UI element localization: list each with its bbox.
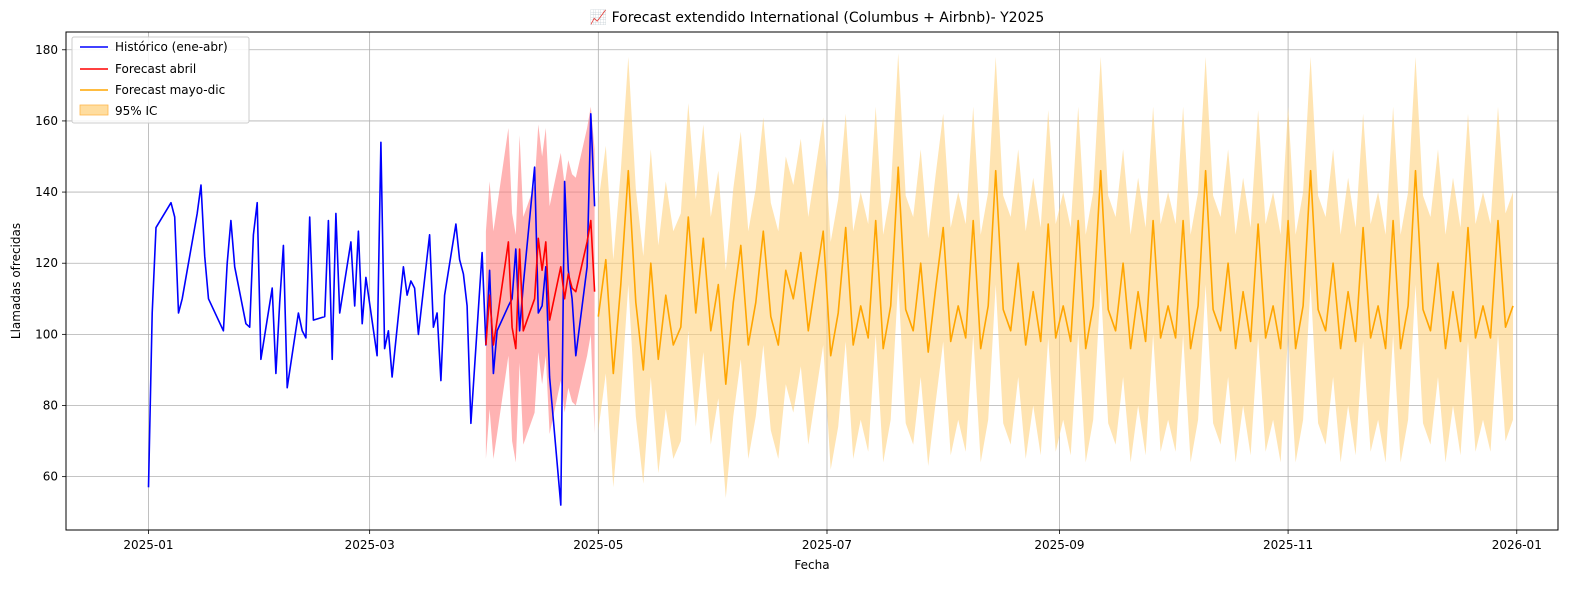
y-axis: 60 80 100 120 140 160 180 <box>35 43 66 484</box>
chart-title: 📈 Forecast extendido International (Colu… <box>590 9 1045 26</box>
y-axis-label: Llamadas ofrecidas <box>9 223 23 339</box>
x-tick-label: 2025-09 <box>1034 538 1084 552</box>
x-tick-label: 2025-07 <box>802 538 852 552</box>
y-tick-label: 80 <box>43 399 58 413</box>
ci-band-abril <box>485 106 595 463</box>
x-tick-label: 2025-01 <box>123 538 173 552</box>
x-axis-label: Fecha <box>794 558 829 572</box>
confidence-bands <box>485 53 1513 499</box>
series-line-forecast-mayo-dic <box>597 166 1514 386</box>
legend-label-forecast-mayo-dic: Forecast mayo-dic <box>115 83 225 97</box>
legend: Histórico (ene-abr) Forecast abril Forec… <box>71 36 250 124</box>
y-tick-label: 160 <box>35 114 58 128</box>
ci-band-mayo-dic <box>598 53 1513 499</box>
x-tick-label: 2025-05 <box>573 538 623 552</box>
legend-label-historico: Histórico (ene-abr) <box>115 40 228 54</box>
legend-swatch-ic <box>79 104 109 116</box>
plot-frame <box>65 31 1559 531</box>
series-lines <box>147 113 1514 506</box>
series-line-forecast-abril <box>485 219 596 350</box>
legend-box <box>71 36 250 124</box>
series-line-historico <box>147 113 596 506</box>
x-tick-label: 2026-01 <box>1492 538 1542 552</box>
y-tick-label: 60 <box>43 470 58 484</box>
y-tick-label: 120 <box>35 256 58 270</box>
x-tick-label: 2025-11 <box>1263 538 1313 552</box>
x-axis: 2025-01 2025-03 2025-05 2025-07 2025-09 2025-… <box>123 530 1542 552</box>
x-tick-label: 2025-03 <box>345 538 395 552</box>
y-tick-label: 180 <box>35 43 58 57</box>
legend-label-ic: 95% IC <box>115 104 157 118</box>
y-tick-label: 140 <box>35 185 58 199</box>
legend-label-forecast-abril: Forecast abril <box>115 62 196 76</box>
y-tick-label: 100 <box>35 327 58 341</box>
